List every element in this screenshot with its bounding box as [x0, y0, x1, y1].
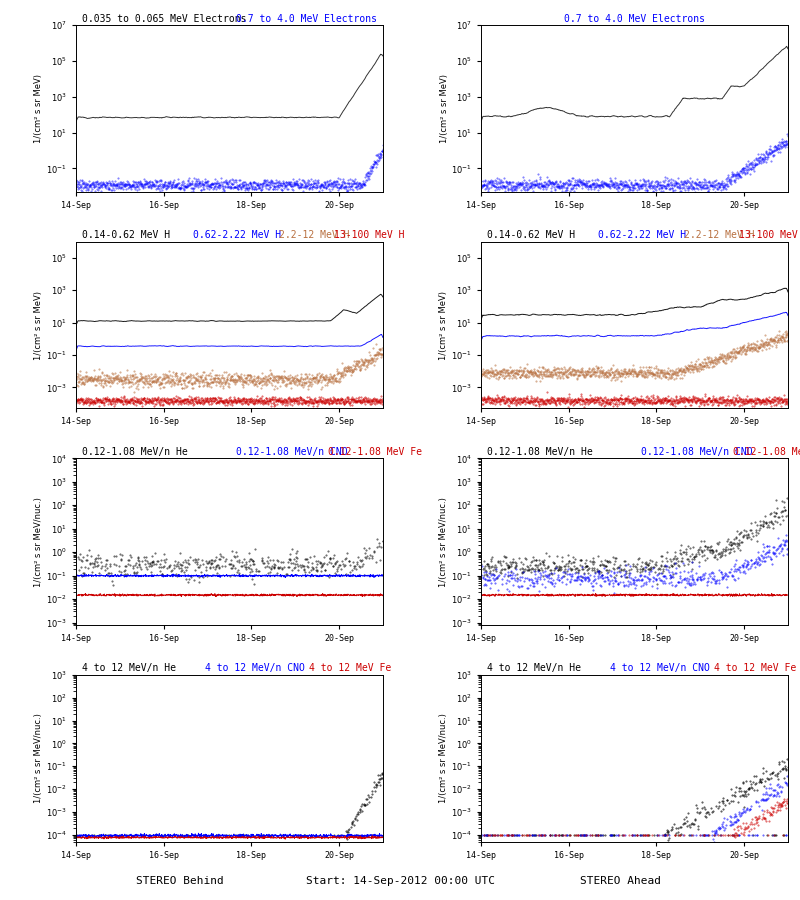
Text: 2.2-12 MeV H: 2.2-12 MeV H — [684, 230, 754, 240]
Text: 0.12-1.08 MeV/n He: 0.12-1.08 MeV/n He — [82, 446, 188, 456]
Y-axis label: 1/(cm² s sr MeV/nuc.): 1/(cm² s sr MeV/nuc.) — [439, 714, 448, 803]
Text: 4 to 12 MeV Fe: 4 to 12 MeV Fe — [714, 663, 797, 673]
Y-axis label: 1/(cm² s sr MeV/nuc.): 1/(cm² s sr MeV/nuc.) — [34, 714, 43, 803]
Y-axis label: 1/(cm² s sr MeV): 1/(cm² s sr MeV) — [439, 74, 449, 143]
Y-axis label: 1/(cm² s sr MeV): 1/(cm² s sr MeV) — [34, 291, 43, 360]
Text: STEREO Behind: STEREO Behind — [136, 876, 224, 886]
Text: 0.12-1.08 MeV/n CNO: 0.12-1.08 MeV/n CNO — [235, 446, 347, 456]
Text: 4 to 12 MeV Fe: 4 to 12 MeV Fe — [310, 663, 391, 673]
Text: 0.7 to 4.0 MeV Electrons: 0.7 to 4.0 MeV Electrons — [564, 14, 705, 23]
Y-axis label: 1/(cm² s sr MeV/nuc.): 1/(cm² s sr MeV/nuc.) — [439, 497, 448, 587]
Text: 0.7 to 4.0 MeV Electrons: 0.7 to 4.0 MeV Electrons — [236, 14, 377, 23]
Text: 0.12-1.08 MeV Fe: 0.12-1.08 MeV Fe — [733, 446, 800, 456]
Text: 4 to 12 MeV/n He: 4 to 12 MeV/n He — [82, 663, 176, 673]
Text: 0.62-2.22 MeV H: 0.62-2.22 MeV H — [193, 230, 281, 240]
Text: 4 to 12 MeV/n CNO: 4 to 12 MeV/n CNO — [205, 663, 305, 673]
Y-axis label: 1/(cm² s sr MeV/nuc.): 1/(cm² s sr MeV/nuc.) — [34, 497, 43, 587]
Text: 0.62-2.22 MeV H: 0.62-2.22 MeV H — [598, 230, 686, 240]
Text: 13-100 MeV H: 13-100 MeV H — [334, 230, 404, 240]
Text: 0.12-1.08 MeV/n He: 0.12-1.08 MeV/n He — [487, 446, 593, 456]
Text: 0.12-1.08 MeV/n CNO: 0.12-1.08 MeV/n CNO — [641, 446, 752, 456]
Text: Start: 14-Sep-2012 00:00 UTC: Start: 14-Sep-2012 00:00 UTC — [306, 876, 494, 886]
Text: 13-100 MeV H: 13-100 MeV H — [739, 230, 800, 240]
Text: 0.14-0.62 MeV H: 0.14-0.62 MeV H — [82, 230, 170, 240]
Text: 4 to 12 MeV/n CNO: 4 to 12 MeV/n CNO — [610, 663, 710, 673]
Y-axis label: 1/(cm² s sr MeV): 1/(cm² s sr MeV) — [439, 291, 448, 360]
Y-axis label: 1/(cm² s sr MeV): 1/(cm² s sr MeV) — [34, 74, 43, 143]
Text: 0.14-0.62 MeV H: 0.14-0.62 MeV H — [487, 230, 575, 240]
Text: 2.2-12 MeV H: 2.2-12 MeV H — [278, 230, 349, 240]
Text: 0.035 to 0.065 MeV Electrons: 0.035 to 0.065 MeV Electrons — [82, 14, 246, 23]
Text: 0.12-1.08 MeV Fe: 0.12-1.08 MeV Fe — [328, 446, 422, 456]
Text: 4 to 12 MeV/n He: 4 to 12 MeV/n He — [487, 663, 582, 673]
Text: STEREO Ahead: STEREO Ahead — [579, 876, 661, 886]
